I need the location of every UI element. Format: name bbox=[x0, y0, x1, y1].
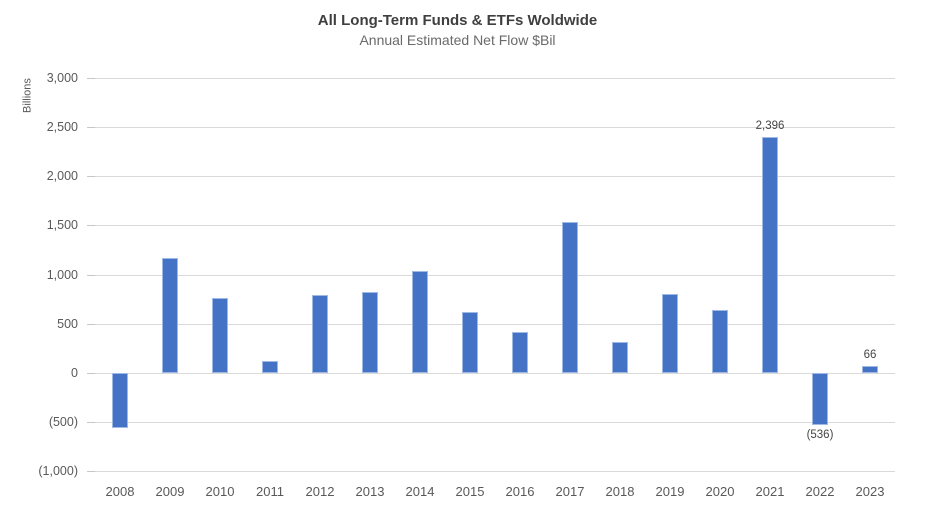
gridline bbox=[95, 274, 895, 276]
x-axis-tick-label: 2014 bbox=[405, 484, 435, 499]
bar bbox=[562, 221, 578, 373]
y-axis-tick-label: 3,000 bbox=[46, 71, 78, 85]
x-axis-tick-label: 2019 bbox=[655, 484, 685, 499]
bar bbox=[662, 294, 678, 373]
bar bbox=[362, 291, 378, 373]
bar bbox=[862, 366, 878, 373]
y-axis-tick-label: 1,000 bbox=[46, 267, 78, 282]
bar-value-label: 2,396 bbox=[755, 120, 785, 133]
gridline bbox=[95, 225, 895, 227]
x-axis-tick-label: 2023 bbox=[855, 484, 885, 499]
y-axis-tick-mark bbox=[87, 78, 95, 79]
x-axis-tick-label: 2015 bbox=[455, 484, 485, 499]
bar bbox=[512, 332, 528, 373]
y-axis-tick-mark bbox=[87, 176, 95, 178]
plot-area bbox=[95, 78, 895, 472]
gridline bbox=[95, 78, 895, 79]
title-block: All Long-Term Funds & ETFs Woldwide Annu… bbox=[0, 10, 915, 50]
x-axis-tick-label: 2008 bbox=[105, 484, 135, 499]
gridline bbox=[95, 127, 895, 129]
x-axis-tick-label: 2021 bbox=[755, 484, 785, 499]
bar bbox=[762, 137, 778, 373]
bar bbox=[312, 295, 328, 373]
x-axis-tick-label: 2018 bbox=[605, 484, 635, 499]
bar bbox=[812, 372, 828, 426]
x-axis-tick-label: 2012 bbox=[305, 484, 335, 499]
x-axis-tick-label: 2011 bbox=[256, 484, 284, 499]
bar bbox=[212, 297, 228, 373]
y-axis-tick-mark bbox=[87, 323, 95, 325]
x-axis-tick-label: 2022 bbox=[805, 484, 835, 499]
x-axis-tick-label: 2016 bbox=[505, 484, 535, 499]
y-axis-tick-label: 2,000 bbox=[46, 169, 78, 184]
y-axis-tick-label: 500 bbox=[57, 316, 78, 331]
x-axis-tick-label: 2013 bbox=[355, 484, 385, 499]
x-axis-tick-label: 2017 bbox=[555, 484, 585, 499]
y-axis-tick-label: 1,500 bbox=[46, 218, 78, 233]
gridline bbox=[95, 372, 895, 374]
bar-value-label: 66 bbox=[863, 349, 877, 362]
x-axis-tick-label: 2010 bbox=[205, 484, 235, 499]
bar bbox=[112, 372, 128, 429]
bar bbox=[462, 311, 478, 373]
y-axis-tick-label: (500) bbox=[48, 414, 78, 429]
y-axis-tick-mark bbox=[87, 127, 95, 129]
bar bbox=[412, 270, 428, 373]
y-axis-tick-label: (1,000) bbox=[38, 464, 78, 478]
gridline bbox=[95, 176, 895, 178]
chart-title: All Long-Term Funds & ETFs Woldwide bbox=[317, 12, 598, 29]
y-axis-tick-label: 2,500 bbox=[46, 120, 78, 135]
chart-subtitle: Annual Estimated Net Flow $Bil bbox=[359, 32, 556, 48]
y-axis-tick-mark bbox=[87, 274, 95, 276]
x-axis-tick-label: 2009 bbox=[155, 484, 185, 499]
gridline bbox=[95, 323, 895, 325]
bar bbox=[162, 258, 178, 373]
y-axis-tick-mark bbox=[87, 372, 95, 374]
bar bbox=[612, 341, 628, 373]
y-axis-tick-label: 0 bbox=[71, 365, 78, 380]
x-axis-tick-label: 2020 bbox=[705, 484, 735, 499]
bar-value-label: (536) bbox=[806, 429, 834, 442]
gridline bbox=[95, 421, 895, 423]
y-axis-tick-mark bbox=[87, 471, 95, 472]
y-axis-tick-mark bbox=[87, 225, 95, 227]
bar bbox=[262, 360, 278, 373]
gridline bbox=[95, 471, 895, 472]
y-axis-tick-mark bbox=[87, 421, 95, 423]
bar bbox=[712, 309, 728, 373]
